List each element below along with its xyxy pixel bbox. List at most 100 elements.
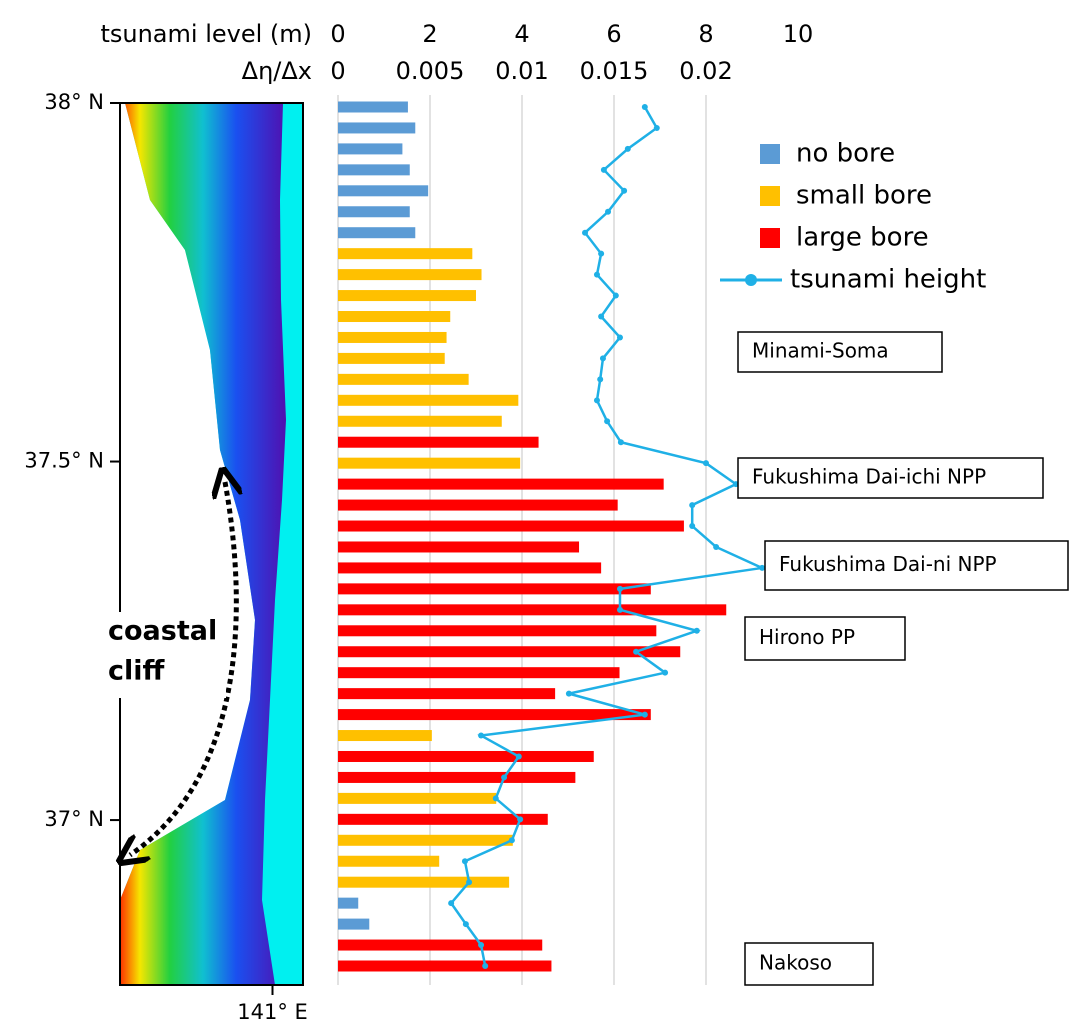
legend-swatch <box>760 144 780 164</box>
bar <box>338 102 408 113</box>
x2-axis-label: Δη/Δx <box>242 57 312 85</box>
line-point <box>598 314 604 320</box>
line-point <box>566 691 572 697</box>
bar <box>338 751 594 762</box>
bar <box>338 835 513 846</box>
x2-tick-label: 0.015 <box>580 57 649 85</box>
map-y-tick-label: 37° N <box>44 807 104 831</box>
line-point <box>689 502 695 508</box>
bar <box>338 332 447 343</box>
line-point <box>642 712 648 718</box>
line-point <box>618 439 624 445</box>
line-point <box>759 565 765 571</box>
bar <box>338 730 432 741</box>
line-point <box>509 837 515 843</box>
line-point <box>633 649 639 655</box>
x-tick-label: 4 <box>514 20 529 48</box>
bar <box>338 541 579 552</box>
line-point <box>448 900 454 906</box>
line-point <box>694 628 700 634</box>
bar <box>338 625 656 636</box>
line-point <box>598 251 604 257</box>
bar <box>338 122 415 133</box>
legend-label: tsunami height <box>790 265 986 295</box>
annotation: Fukushima Dai-ni NPP <box>779 552 997 576</box>
annotation: Minami-Soma <box>752 339 889 363</box>
bar <box>338 856 439 867</box>
line-point <box>654 125 660 131</box>
bar <box>338 353 445 364</box>
bar <box>338 206 410 217</box>
line-point <box>613 293 619 299</box>
x-tick-label: 2 <box>422 20 437 48</box>
bar <box>338 500 618 511</box>
map-annotation: coastal <box>108 616 217 647</box>
bar <box>338 269 482 280</box>
bar <box>338 311 450 322</box>
x2-tick-label: 0.005 <box>396 57 465 85</box>
bar <box>338 604 726 615</box>
line-point <box>605 209 611 215</box>
bar <box>338 709 651 720</box>
line-point <box>689 523 695 529</box>
x2-tick-label: 0 <box>330 57 345 85</box>
legend-label: small bore <box>796 181 932 211</box>
bar <box>338 458 520 469</box>
line-point <box>604 418 610 424</box>
bar <box>338 227 415 238</box>
bar <box>338 772 575 783</box>
line-point <box>713 544 719 550</box>
line-point <box>601 167 607 173</box>
line-point <box>625 146 631 152</box>
bar <box>338 583 651 594</box>
bar <box>338 395 518 406</box>
bar <box>338 898 358 909</box>
annotation: Hirono PP <box>759 625 855 649</box>
line-point <box>493 795 499 801</box>
map-x-tick-label: 141° E <box>237 1000 308 1024</box>
legend-label: large bore <box>796 223 929 253</box>
line-point <box>621 188 627 194</box>
x-tick-label: 6 <box>606 20 621 48</box>
x2-tick-label: 0.02 <box>679 57 732 85</box>
legend-swatch <box>760 228 780 248</box>
x2-tick-label: 0.01 <box>495 57 548 85</box>
x-tick-label: 8 <box>698 20 713 48</box>
bar <box>338 374 469 385</box>
map-y-tick-label: 37.5° N <box>24 449 104 473</box>
line-point <box>597 376 603 382</box>
line-point <box>617 607 623 613</box>
bar <box>338 164 410 175</box>
line-point <box>703 460 709 466</box>
figure: coastal cliff tsunami level (m) Δη/Δx 38… <box>0 0 1072 1027</box>
bar <box>338 877 509 888</box>
bar <box>338 793 496 804</box>
line-point <box>501 774 507 780</box>
bar <box>338 961 551 972</box>
x-tick-label: 10 <box>783 20 814 48</box>
line-point <box>662 670 668 676</box>
bar <box>338 479 664 490</box>
bar <box>338 688 555 699</box>
bar <box>338 143 402 154</box>
bar <box>338 248 472 259</box>
bar <box>338 646 680 657</box>
annotation: Nakoso <box>759 951 832 975</box>
bar <box>338 416 502 427</box>
line-point <box>478 942 484 948</box>
map: coastal cliff <box>104 103 303 985</box>
x-tick-label: 0 <box>330 20 345 48</box>
bar <box>338 290 476 301</box>
line-point <box>463 921 469 927</box>
line-point <box>617 586 623 592</box>
line-point <box>517 816 523 822</box>
bar <box>338 185 428 196</box>
line-point <box>594 397 600 403</box>
line-point <box>642 104 648 110</box>
legend-label: no bore <box>796 139 895 169</box>
line-point <box>617 334 623 340</box>
line-point <box>594 272 600 278</box>
line-point <box>462 858 468 864</box>
bar <box>338 437 539 448</box>
bar <box>338 940 542 951</box>
